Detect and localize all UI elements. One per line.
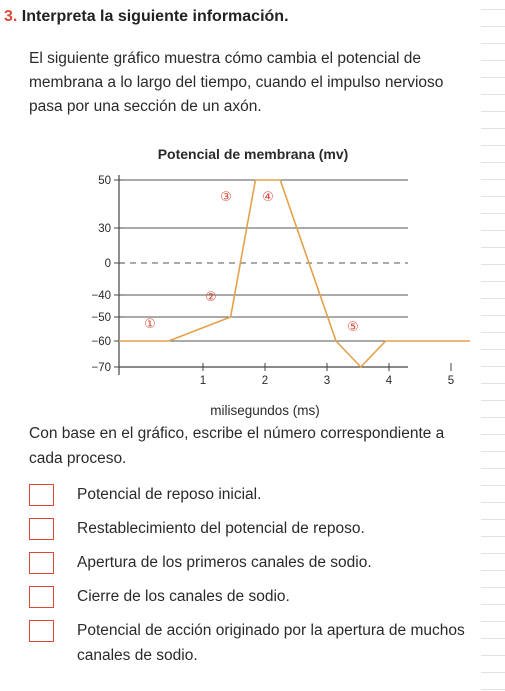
exercise-heading: 3. Interpreta la siguiente información. (4, 8, 289, 26)
options-list: Potencial de reposo inicial. Restablecim… (29, 482, 479, 668)
x-tick-label: 1 (200, 375, 206, 387)
phase-marker: ④ (262, 190, 274, 205)
option-text: Apertura de los primeros canales de sodi… (77, 554, 372, 571)
answer-box[interactable] (29, 586, 54, 608)
option-item: Potencial de acción originado por la ape… (29, 618, 479, 668)
page-margin-lines (481, 0, 505, 691)
option-item: Potencial de reposo inicial. (29, 482, 479, 516)
y-tick-label: −60 (91, 336, 111, 348)
y-tick-label: 30 (98, 223, 111, 235)
answer-box[interactable] (29, 620, 54, 642)
chart-annotations: ① ② ③ ④ ⑤ (144, 190, 359, 335)
x-tick-label: 4 (386, 375, 393, 387)
answer-box[interactable] (29, 552, 54, 574)
x-axis-label: milisegundos (ms) (210, 403, 320, 418)
membrane-potential-chart: Potencial de membrana (mv) 50 30 0 −40 −50 −6… (91, 146, 470, 418)
option-text: Potencial de acción originado por la ape… (77, 622, 465, 664)
option-item: Apertura de los primeros canales de sodi… (29, 550, 479, 584)
phase-marker: ③ (220, 190, 232, 205)
y-tick-label: −50 (91, 312, 111, 324)
phase-marker: ⑤ (347, 320, 359, 335)
prompt-text: Con base en el gráfico, escribe el númer… (29, 425, 445, 467)
option-text: Cierre de los canales de sodio. (77, 588, 290, 605)
chart-series (119, 179, 470, 368)
intro-text: El siguiente gráfico muestra cómo cambia… (29, 50, 444, 115)
y-tick-label: 50 (98, 175, 111, 187)
exercise-title: Interpreta la siguiente información. (21, 8, 289, 25)
answer-box[interactable] (29, 518, 54, 540)
y-tick-label: 0 (105, 258, 111, 270)
option-text: Restablecimiento del potencial de reposo… (77, 520, 365, 537)
x-tick-label: 2 (262, 375, 268, 387)
chart-grid (118, 175, 408, 375)
phase-marker: ① (144, 317, 156, 332)
x-tick-label: 5 (448, 375, 454, 387)
chart-title: Potencial de membrana (mv) (158, 146, 349, 162)
y-tick-label: −40 (91, 290, 111, 302)
phase-marker: ② (205, 290, 217, 305)
potential-line (119, 179, 470, 368)
answer-box[interactable] (29, 484, 54, 506)
chart-ticks: 50 30 0 −40 −50 −60 −70 1 2 3 4 5 (91, 175, 454, 387)
y-tick-label: −70 (91, 362, 111, 374)
exercise-number: 3. (4, 8, 18, 25)
option-item: Restablecimiento del potencial de reposo… (29, 516, 479, 550)
option-item: Cierre de los canales de sodio. (29, 584, 479, 618)
option-text: Potencial de reposo inicial. (77, 486, 262, 503)
x-tick-label: 3 (324, 375, 330, 387)
